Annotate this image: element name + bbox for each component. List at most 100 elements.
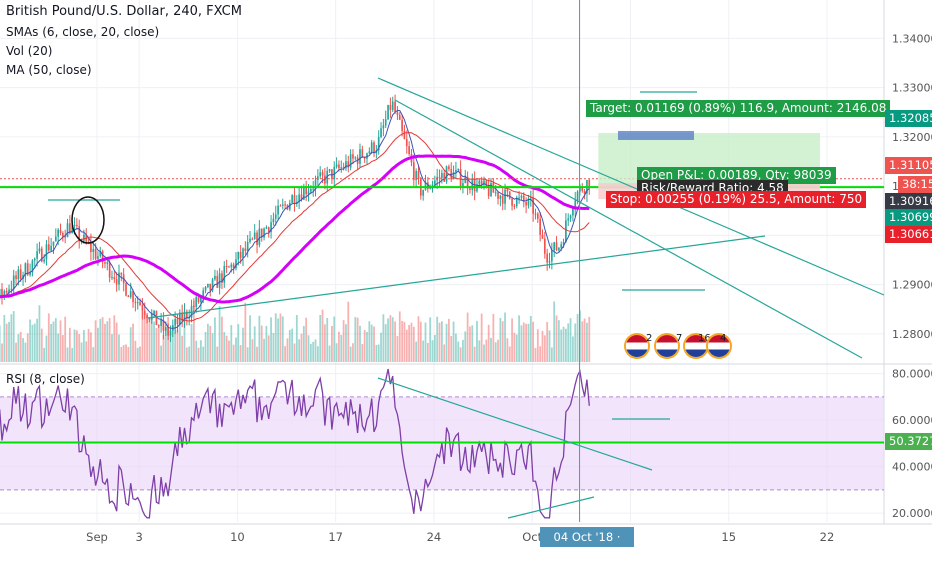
candle-body (352, 154, 354, 159)
candle-body (291, 195, 293, 203)
candle-body (319, 172, 322, 177)
volume-bar (146, 316, 148, 362)
candle-body (52, 241, 55, 246)
volume-bar (417, 316, 420, 362)
volume-bar (546, 322, 549, 362)
candle-body (57, 229, 60, 237)
event-count: 2 (646, 333, 653, 344)
candle-body (438, 176, 441, 178)
candle-body (54, 236, 57, 242)
price-tag-sma: 1.30699 (885, 209, 932, 226)
candle-body (59, 229, 62, 234)
candle-body (155, 310, 158, 326)
chart-title: British Pound/U.S. Dollar, 240, FXCM (6, 4, 242, 19)
volume-bar (391, 317, 394, 362)
sma-slow-line (0, 132, 590, 322)
volume-bar (265, 325, 268, 362)
candle-body (515, 197, 518, 207)
candle-body (43, 259, 45, 262)
trade-open-pnl-label[interactable]: Open P&L: 0.00189, Qty: 98039 (637, 167, 836, 184)
rsi-tick-label: 80.0000 (892, 368, 932, 381)
volume-bar (211, 333, 214, 362)
candle-body (382, 125, 385, 129)
volume-bar (398, 311, 401, 362)
volume-bar (199, 340, 202, 362)
volume-bar (286, 338, 289, 362)
y-tick-label: 1.32000 (892, 131, 932, 144)
volume-bar (195, 340, 198, 362)
candle-body (314, 180, 317, 189)
candle-body (532, 197, 534, 214)
rsi-tick-label: 40.0000 (892, 461, 932, 474)
candle-body (260, 228, 263, 238)
candle-body (99, 251, 102, 257)
volume-bar (281, 316, 284, 362)
volume-bar (588, 316, 591, 362)
volume-bar (518, 315, 520, 362)
rsi-line (0, 368, 590, 519)
volume-bar (17, 334, 20, 362)
volume-bar (237, 324, 240, 362)
candle-body (462, 183, 464, 186)
candle-body (464, 176, 467, 184)
volume-bar (300, 333, 303, 362)
candle-body (398, 114, 401, 120)
volume-bar (366, 331, 368, 362)
volume-bar (464, 331, 467, 362)
volume-bar (87, 328, 90, 362)
candle-body (136, 302, 139, 304)
event-flag-icon[interactable] (708, 335, 730, 357)
volume-bar (104, 323, 106, 362)
candle-body (394, 101, 396, 113)
volume-bar (433, 334, 436, 362)
y-tick-label: 1.29000 (892, 279, 932, 292)
candle-body (359, 149, 361, 164)
volume-bar (541, 330, 544, 362)
candle-body (0, 288, 1, 297)
trade-target-label[interactable]: Target: 0.01169 (0.89%) 116.9, Amount: 2… (586, 100, 891, 117)
candle-body (150, 314, 153, 320)
candle-body (94, 248, 97, 259)
candle-body (183, 311, 186, 321)
candle-body (317, 176, 319, 181)
candle-body (354, 157, 357, 159)
candle-body (40, 248, 43, 262)
candle-body (258, 228, 261, 245)
x-tick-label: 22 (820, 530, 835, 544)
volume-bar (309, 343, 312, 362)
candle-body (281, 204, 284, 206)
candle-body (202, 290, 205, 297)
volume-bar (0, 325, 1, 362)
volume-bar (534, 347, 537, 362)
volume-bar (515, 334, 518, 362)
chart-canvas[interactable]: Sep3101724Oct815221.340001.330001.320001… (0, 0, 932, 550)
candle-body (90, 242, 92, 252)
volume-bar (40, 328, 43, 362)
volume-bar (410, 322, 413, 362)
volume-bar (359, 325, 361, 362)
event-flag-icon[interactable] (656, 335, 678, 357)
candle-body (164, 327, 167, 331)
trade-stop-label[interactable]: Stop: 0.00255 (0.19%) 25.5, Amount: 750 (606, 191, 867, 208)
volume-bar (455, 333, 457, 362)
volume-bar (125, 344, 127, 362)
volume-bar (298, 339, 301, 362)
candle-body (506, 189, 509, 192)
price-tag-last: 1.31105 (885, 157, 932, 174)
candle-body (235, 259, 237, 269)
candle-body (61, 233, 64, 237)
volume-bar (314, 339, 317, 362)
event-flag-icon[interactable] (685, 335, 707, 357)
volume-bar (45, 335, 48, 362)
candle-body (10, 288, 13, 290)
event-flag-icon[interactable] (626, 335, 648, 357)
volume-bar (73, 329, 76, 362)
volume-bar (480, 313, 483, 362)
volume-bar (536, 329, 539, 362)
candle-body (490, 182, 492, 197)
volume-bar (555, 315, 558, 362)
candle-body (370, 142, 373, 152)
candle-body (256, 232, 258, 245)
volume-bar (106, 321, 109, 362)
volume-bar (188, 346, 191, 362)
